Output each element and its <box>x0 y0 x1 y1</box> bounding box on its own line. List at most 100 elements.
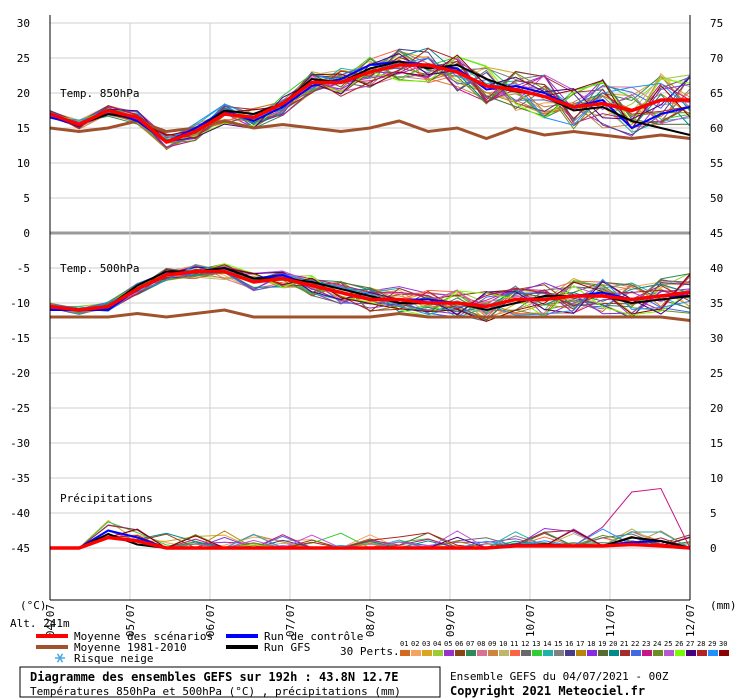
y-left-tick-label: -45 <box>10 542 30 555</box>
pert-number: 27 <box>686 640 694 648</box>
pert-swatch <box>565 650 575 656</box>
pert-swatch <box>620 650 630 656</box>
x-tick-label: 07/07 <box>284 604 297 637</box>
x-tick-label: 09/07 <box>444 604 457 637</box>
pert-swatch <box>433 650 443 656</box>
y-right-tick-label: 70 <box>710 52 723 65</box>
y-right-tick-label: 5 <box>710 507 717 520</box>
y-right-tick-label: 15 <box>710 437 723 450</box>
pert-number: 28 <box>697 640 705 648</box>
pert-number: 08 <box>477 640 485 648</box>
pert-swatch <box>675 650 685 656</box>
x-tick-label: 08/07 <box>364 604 377 637</box>
y-left-tick-label: 10 <box>17 157 30 170</box>
title-box <box>19 666 441 698</box>
pert-number: 07 <box>466 640 474 648</box>
x-tick-label: 04/07 <box>44 604 57 637</box>
y-left-tick-label: -5 <box>17 262 30 275</box>
y-right-tick-label: 50 <box>710 192 723 205</box>
pert-number: 12 <box>521 640 529 648</box>
pert-number: 17 <box>576 640 584 648</box>
pert-swatch <box>554 650 564 656</box>
y-right-tick-label: 20 <box>710 402 723 415</box>
y-left-tick-label: -30 <box>10 437 30 450</box>
y-left-tick-label: -35 <box>10 472 30 485</box>
pert-swatch <box>653 650 663 656</box>
pert-swatch <box>697 650 707 656</box>
x-tick-label: 05/07 <box>124 604 137 637</box>
pert-number: 15 <box>554 640 562 648</box>
pert-number: 05 <box>444 640 452 648</box>
pert-swatch <box>444 650 454 656</box>
pert-swatch <box>488 650 498 656</box>
pert-number: 22 <box>631 640 639 648</box>
pert-swatch <box>708 650 718 656</box>
pert-swatch <box>686 650 696 656</box>
y-left-tick-label: -25 <box>10 402 30 415</box>
y-left-tick-label: -10 <box>10 297 30 310</box>
pert-number: 03 <box>422 640 430 648</box>
series-line-850 <box>49 63 690 144</box>
x-tick-label: 06/07 <box>204 604 217 637</box>
pert-number: 04 <box>433 640 441 648</box>
pert-number: 18 <box>587 640 595 648</box>
pert-number: 13 <box>532 640 540 648</box>
pert-number: 30 <box>719 640 727 648</box>
perturbation-line <box>49 54 691 137</box>
y-right-tick-label: 0 <box>710 542 717 555</box>
y-right-unit: (mm) <box>710 599 737 612</box>
snowflake-icon <box>55 653 65 663</box>
legend: Moyenne des scénarios Moyenne 1981-2010 … <box>36 630 729 665</box>
y-left-tick-label: 25 <box>17 52 30 65</box>
y-left-tick-label: 15 <box>17 122 30 135</box>
pert-swatch <box>664 650 674 656</box>
pert-number: 16 <box>565 640 573 648</box>
chart-subtitle: Températures 850hPa et 500hPa (°C) , pré… <box>30 685 401 698</box>
y-left-tick-label: 20 <box>17 87 30 100</box>
main-series-lines <box>49 60 691 550</box>
pert-swatch <box>455 650 465 656</box>
y-left-tick-label: 0 <box>23 227 30 240</box>
pert-swatch <box>609 650 619 656</box>
pert-swatch <box>499 650 509 656</box>
pert-number: 26 <box>675 640 683 648</box>
pert-swatch <box>411 650 421 656</box>
x-tick-label: 10/07 <box>524 604 537 637</box>
legend-label-climate: Moyenne 1981-2010 <box>74 641 187 654</box>
run-label: Ensemble GEFS du 04/07/2021 - 00Z <box>450 670 669 683</box>
copyright: Copyright 2021 Meteociel.fr <box>450 684 645 698</box>
perturbation-line <box>49 50 691 149</box>
legend-label-control: Run de contrôle <box>264 630 363 643</box>
pert-number: 24 <box>653 640 661 648</box>
pert-swatch <box>477 650 487 656</box>
panel-label-500: Temp. 500hPa <box>60 262 139 275</box>
pert-number: 23 <box>642 640 650 648</box>
legend-label-mean: Moyenne des scénarios <box>74 630 213 643</box>
series-line-850 <box>49 119 691 141</box>
pert-number: 14 <box>543 640 551 648</box>
panel-label-850: Temp. 850hPa <box>60 87 139 100</box>
pert-swatch <box>576 650 586 656</box>
y-right-tick-label: 65 <box>710 87 723 100</box>
altitude-label: Alt. 241m <box>10 617 70 630</box>
pert-number: 10 <box>499 640 507 648</box>
pert-number: 29 <box>708 640 716 648</box>
pert-swatch <box>521 650 531 656</box>
series-line-precip <box>50 535 691 550</box>
pert-number: 20 <box>609 640 617 648</box>
y-right-tick-label: 10 <box>710 472 723 485</box>
x-tick-label: 11/07 <box>604 604 617 637</box>
y-right-tick-label: 40 <box>710 262 723 275</box>
pert-number: 25 <box>664 640 672 648</box>
legend-label-snow: Risque neige <box>74 652 153 665</box>
pert-swatch <box>532 650 542 656</box>
perturbation-line <box>49 56 691 150</box>
series-line-500 <box>50 308 691 322</box>
y-left-tick-label: 5 <box>23 192 30 205</box>
pert-number: 02 <box>411 640 419 648</box>
pert-swatch <box>543 650 553 656</box>
y-left-tick-label: 30 <box>17 17 30 30</box>
y-right-tick-label: 60 <box>710 122 723 135</box>
y-right-tick-label: 55 <box>710 157 723 170</box>
